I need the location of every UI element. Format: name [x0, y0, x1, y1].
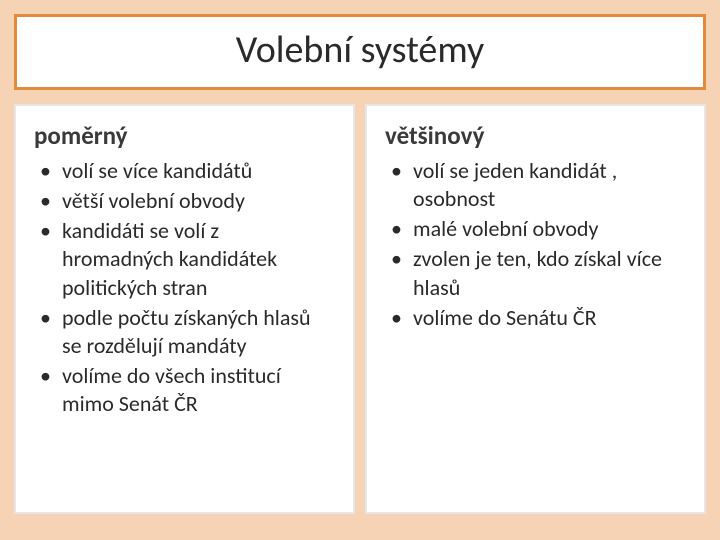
- list-item: volí se více kandidátů: [34, 157, 335, 185]
- list-item: podle počtu získaných hlasů se rozdělují…: [34, 304, 335, 360]
- left-list: volí se více kandidátů větší volební obv…: [34, 157, 335, 418]
- right-column: většinový volí se jeden kandidát , osobn…: [365, 104, 706, 514]
- list-item: volíme do všech institucí mimo Senát ČR: [34, 362, 335, 418]
- right-heading: většinový: [385, 120, 686, 151]
- list-item: volíme do Senátu ČR: [385, 304, 686, 332]
- columns-container: poměrný volí se více kandidátů větší vol…: [14, 104, 706, 514]
- left-heading: poměrný: [34, 120, 335, 151]
- title-panel: Volební systémy: [14, 14, 706, 90]
- list-item: malé volební obvody: [385, 215, 686, 243]
- left-column: poměrný volí se více kandidátů větší vol…: [14, 104, 355, 514]
- list-item: větší volební obvody: [34, 187, 335, 215]
- right-list: volí se jeden kandidát , osobnost malé v…: [385, 157, 686, 332]
- list-item: kandidáti se volí z hromadných kandidáte…: [34, 217, 335, 301]
- list-item: volí se jeden kandidát , osobnost: [385, 157, 686, 213]
- list-item: zvolen je ten, kdo získal více hlasů: [385, 245, 686, 301]
- page-title: Volební systémy: [17, 27, 703, 73]
